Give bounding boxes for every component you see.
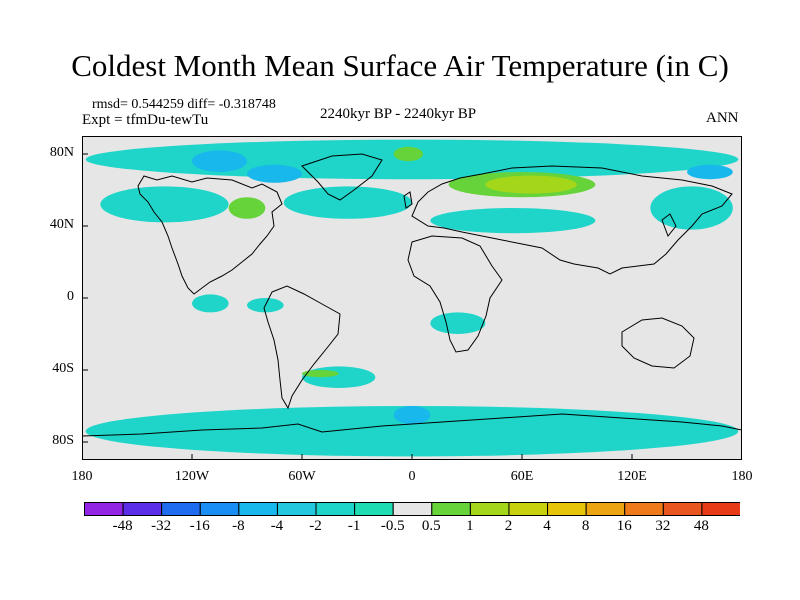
anomaly-region bbox=[687, 164, 733, 180]
colorbar-box bbox=[276, 502, 317, 516]
anomaly-region bbox=[302, 366, 376, 388]
colorbar-box bbox=[161, 502, 201, 516]
anomaly-layer bbox=[85, 139, 739, 457]
map-title: Coldest Month Mean Surface Air Temperatu… bbox=[71, 48, 729, 83]
colorbar-box bbox=[122, 502, 163, 516]
period-label: 2240kyr BP - 2240kyr BP bbox=[320, 106, 477, 122]
coastline-antarctica bbox=[82, 413, 742, 437]
coastlines bbox=[82, 153, 742, 437]
colorbar-box bbox=[315, 502, 356, 516]
colorbar-label: 16 bbox=[616, 518, 632, 534]
world-map bbox=[82, 136, 742, 460]
coastline-eurasia bbox=[411, 165, 733, 275]
colorbar bbox=[84, 502, 740, 516]
anomaly-region bbox=[302, 370, 339, 378]
colorbar-label: 0.5 bbox=[421, 518, 441, 534]
colorbar-box bbox=[84, 502, 124, 516]
colorbar-box bbox=[354, 502, 394, 516]
anomaly-region bbox=[192, 150, 247, 172]
colorbar-box bbox=[662, 502, 703, 516]
latitude-label: 0 bbox=[67, 289, 74, 304]
colorbar-label: -32 bbox=[151, 518, 172, 534]
anomaly-region bbox=[393, 406, 431, 424]
colorbar-label: -16 bbox=[189, 518, 210, 534]
season-label: ANN bbox=[706, 110, 739, 126]
coastline-north-america bbox=[137, 175, 283, 295]
latitude-label: 80S bbox=[52, 433, 74, 448]
colorbar-label: -1 bbox=[347, 518, 361, 534]
anomaly-region bbox=[192, 294, 229, 313]
colorbar-label: -2 bbox=[309, 518, 322, 534]
colorbar-boxes bbox=[84, 502, 740, 516]
colorbar-box bbox=[199, 502, 240, 516]
colorbar-box bbox=[469, 502, 510, 516]
colorbar-label: -8 bbox=[232, 518, 245, 534]
colorbar-box bbox=[392, 502, 433, 516]
anomaly-region bbox=[430, 312, 486, 334]
colorbar-label: -48 bbox=[112, 518, 133, 534]
colorbar-label: 8 bbox=[581, 518, 590, 534]
longitude-label: 60E bbox=[510, 469, 534, 484]
longitude-label: 180 bbox=[71, 469, 93, 484]
anomaly-region bbox=[650, 186, 733, 230]
coastline-australia bbox=[621, 317, 695, 369]
axis-ticks bbox=[82, 153, 742, 460]
anomaly-region bbox=[393, 146, 424, 162]
colorbar-label: 1 bbox=[466, 518, 474, 534]
coastline-japan bbox=[661, 213, 677, 237]
anomaly-region bbox=[247, 164, 302, 183]
colorbar-box bbox=[624, 502, 664, 516]
anomaly-region bbox=[85, 406, 739, 457]
colorbar-box bbox=[508, 502, 549, 516]
colorbar-box bbox=[701, 502, 740, 516]
colorbar-box bbox=[585, 502, 626, 516]
anomaly-region bbox=[283, 186, 412, 219]
latitude-label: 80N bbox=[49, 145, 74, 160]
latitude-label: 40S bbox=[52, 361, 74, 376]
longitude-label: 0 bbox=[408, 469, 416, 484]
anomaly-region bbox=[430, 208, 596, 234]
coastline-british-isles bbox=[403, 191, 413, 209]
colorbar-label: 48 bbox=[693, 518, 709, 534]
experiment-line: Expt = tfmDu-tewTu bbox=[82, 112, 209, 128]
longitude-label: 120E bbox=[617, 469, 647, 484]
anomaly-region bbox=[485, 175, 577, 194]
colorbar-box bbox=[431, 502, 471, 516]
colorbar-label: -4 bbox=[270, 518, 284, 534]
longitude-label: 60W bbox=[288, 469, 316, 484]
anomaly-region bbox=[100, 186, 229, 223]
anomaly-region bbox=[228, 197, 266, 219]
coastline-africa bbox=[407, 235, 503, 353]
colorbar-label: 32 bbox=[655, 518, 671, 534]
colorbar-box bbox=[238, 502, 278, 516]
colorbar-label: -0.5 bbox=[380, 518, 405, 534]
longitude-label: 120W bbox=[174, 469, 210, 484]
longitude-label: 180 bbox=[731, 469, 753, 484]
coastline-greenland bbox=[301, 153, 383, 201]
colorbar-box bbox=[547, 502, 587, 516]
stats-line: rmsd= 0.544259 diff= -0.318748 bbox=[92, 97, 276, 112]
colorbar-label: 4 bbox=[543, 518, 551, 534]
latitude-label: 40N bbox=[49, 217, 74, 232]
coastline-south-america bbox=[263, 285, 341, 410]
colorbar-label: 2 bbox=[504, 518, 513, 534]
